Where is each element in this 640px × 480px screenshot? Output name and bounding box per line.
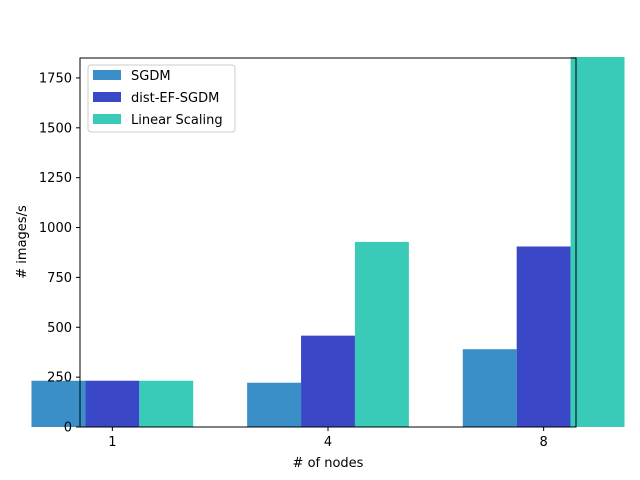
- bar-dist-ef-sgdm-8: [516, 246, 571, 427]
- y-tick-label: 750: [47, 271, 72, 286]
- legend-box: [87, 64, 236, 133]
- y-tick-label: 1000: [39, 221, 72, 236]
- bar-linear-scaling-4: [354, 241, 409, 427]
- legend-label: dist-EF-SGDM: [131, 91, 219, 106]
- bar-sgdm-1: [31, 380, 86, 427]
- bars-layer: [31, 57, 625, 428]
- legend-swatch: [93, 70, 121, 80]
- y-tick-label: 1750: [39, 71, 72, 86]
- bar-dist-ef-sgdm-1: [85, 380, 140, 427]
- x-tick-label: 4: [324, 435, 332, 450]
- bar-dist-ef-sgdm-4: [301, 335, 355, 427]
- x-axis-label: # of nodes: [293, 456, 364, 471]
- legend-swatch: [93, 114, 121, 124]
- y-axis-label: # images/s: [15, 205, 30, 279]
- y-tick-label: 250: [47, 371, 72, 386]
- x-axis: 1 4 8: [108, 427, 548, 450]
- bar-sgdm-8: [462, 349, 517, 427]
- y-tick-label: 1250: [39, 171, 72, 186]
- legend-label: Linear Scaling: [131, 113, 223, 128]
- legend-swatch: [93, 92, 121, 102]
- bar-linear-scaling-1: [139, 380, 194, 427]
- bar-linear-scaling-8: [570, 57, 625, 428]
- y-tick-label: 1500: [39, 121, 72, 136]
- x-tick-label: 1: [108, 435, 116, 450]
- y-tick-label: 0: [64, 421, 72, 436]
- x-tick-label: 8: [540, 435, 548, 450]
- y-axis: 0 250 500 750 1000 1250 1500 1750: [39, 71, 80, 436]
- legend: SGDM dist-EF-SGDM Linear Scaling: [87, 64, 236, 133]
- bar-sgdm-4: [247, 382, 302, 427]
- legend-label: SGDM: [131, 69, 171, 84]
- y-tick-label: 500: [47, 321, 72, 336]
